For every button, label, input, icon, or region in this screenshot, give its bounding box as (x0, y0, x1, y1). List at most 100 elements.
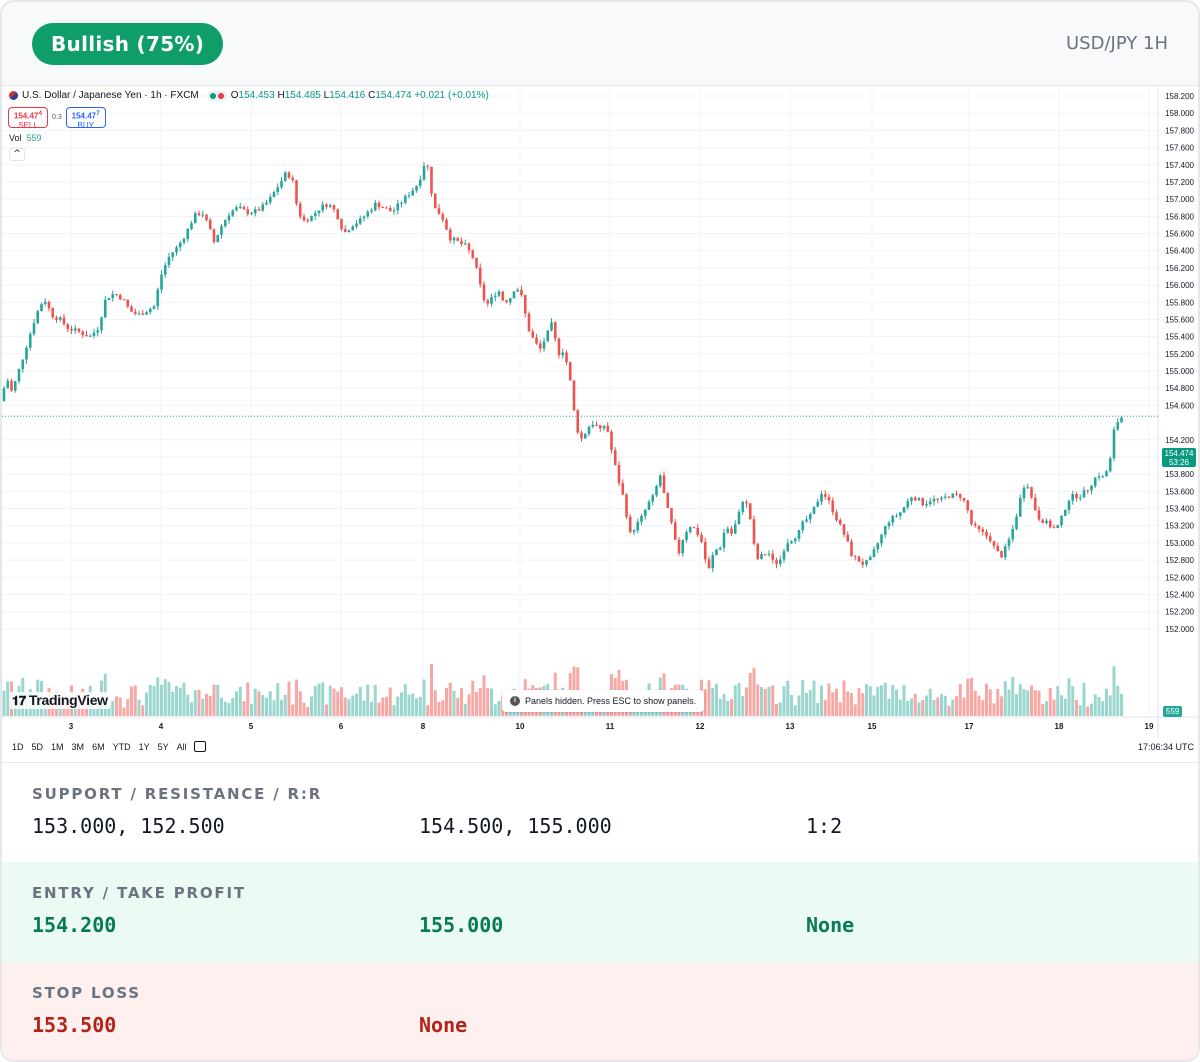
candle-body (310, 215, 313, 222)
candle-body (790, 541, 793, 544)
candle-body (118, 295, 122, 300)
row-label: SUPPORT / RESISTANCE / R:R (32, 785, 323, 803)
y-tick-label: 153.400 (1165, 505, 1194, 514)
candle-body (28, 334, 32, 348)
candle-body (287, 172, 291, 178)
candle-body (640, 515, 643, 522)
symbol-header: U.S. Dollar / Japanese Yen · 1h · FXCM O… (9, 90, 489, 101)
market-status-icon[interactable] (206, 90, 227, 101)
volume-bar (876, 686, 880, 716)
candle-body (752, 519, 756, 544)
candle-body (1026, 487, 1030, 489)
tradingview-logo[interactable]: 𝟏𝟕 TradingView (10, 692, 110, 709)
candle-body (122, 299, 126, 301)
candle-body (182, 239, 186, 243)
candle-body (767, 553, 771, 555)
timeframe-1d[interactable]: 1D (12, 742, 24, 752)
candle-body (223, 220, 227, 227)
candle-body (51, 308, 55, 318)
y-tick-label: 156.600 (1165, 230, 1194, 239)
timeframe-3m[interactable]: 3M (71, 742, 85, 752)
candle-body (190, 223, 193, 229)
candle-body (227, 215, 231, 221)
y-tick-label: 153.000 (1165, 539, 1194, 548)
candle-body (313, 213, 317, 216)
timeframe-all[interactable]: All (176, 742, 187, 752)
candle-body (606, 425, 610, 432)
candle-body (32, 323, 36, 335)
volume-bar (917, 702, 921, 716)
timeframe-6m[interactable]: 6M (92, 742, 105, 752)
candle-body (925, 504, 928, 506)
volume-bar (208, 695, 212, 716)
volume-bar (1026, 690, 1030, 716)
candle-body (850, 541, 853, 557)
candlestick-chart[interactable]: 158.200 158.000 157.800 157.600 157.400 157.2… (2, 86, 1198, 758)
calendar-icon[interactable] (194, 741, 206, 752)
candle-body (1090, 485, 1093, 491)
volume-bar (827, 683, 831, 716)
volume-bar (925, 695, 928, 716)
candle-body (1082, 490, 1086, 498)
volume-bar (835, 688, 838, 716)
candle-body (610, 431, 613, 451)
volume-bar (310, 696, 313, 716)
volume-bar (981, 700, 985, 716)
candle-body (527, 313, 531, 332)
chevron-up-icon[interactable]: ^ (9, 148, 25, 161)
candle-body (1097, 476, 1101, 478)
timeframe-1m[interactable]: 1M (51, 742, 64, 752)
timeframe-ytd[interactable]: YTD (112, 742, 131, 752)
symbol-title[interactable]: U.S. Dollar / Japanese Yen · 1h · FXCM (22, 90, 199, 101)
candle-body (257, 209, 261, 211)
entry-take-profit-row: ENTRY / TAKE PROFIT 154.200 155.000 None (2, 862, 1198, 962)
volume-bar (478, 687, 482, 716)
ohlc-change: +0.021 (+0.01%) (414, 90, 489, 101)
volume-bar (966, 678, 970, 716)
candle-body (332, 205, 336, 210)
y-tick-label: 154.600 (1165, 401, 1194, 410)
candle-body (88, 335, 92, 337)
candle-body (205, 214, 208, 220)
candle-body (351, 226, 355, 231)
candle-body (797, 530, 801, 539)
volume-bar (951, 699, 955, 716)
candle-body (1033, 497, 1037, 511)
x-tick-label: 6 (339, 722, 344, 731)
candle-body (250, 213, 253, 215)
timeframe-1y[interactable]: 1Y (138, 742, 150, 752)
candle-body (422, 166, 426, 180)
volume-bar (1056, 685, 1060, 716)
candle-body (760, 554, 763, 560)
utc-clock[interactable]: 17:06:34 UTC (1137, 742, 1194, 752)
volume-bar (921, 700, 925, 716)
sell-button[interactable]: 154.474 SELL (8, 107, 48, 130)
candle-body (115, 294, 118, 296)
volume-bar (141, 705, 145, 716)
buy-button[interactable]: 154.477 BUY (65, 107, 106, 130)
volume-bar (148, 684, 152, 716)
timeframe-5y[interactable]: 5Y (157, 742, 169, 752)
candle-body (437, 208, 441, 215)
candle-body (362, 216, 366, 219)
candle-body (1116, 422, 1120, 430)
timeframe-5d[interactable]: 5D (31, 742, 44, 752)
candle-body (295, 180, 298, 204)
volume-bar (220, 697, 223, 716)
candle-body (433, 193, 437, 209)
volume-bar (456, 697, 460, 716)
y-tick-label: 157.400 (1165, 161, 1194, 170)
candle-body (741, 501, 745, 512)
volume-bar (805, 692, 808, 716)
volume-bar (291, 704, 295, 716)
candle-body (208, 219, 212, 230)
volume-bar (1041, 704, 1045, 716)
candle-body (460, 240, 463, 244)
candle-body (163, 265, 167, 275)
resistance-value: 154.500, 155.000 (419, 814, 612, 838)
candle-body (838, 519, 842, 525)
volume-bar (276, 683, 280, 716)
volume-bar (838, 702, 842, 716)
chart-screenshot[interactable]: 158.200 158.000 157.800 157.600 157.400 157.2… (2, 86, 1198, 758)
